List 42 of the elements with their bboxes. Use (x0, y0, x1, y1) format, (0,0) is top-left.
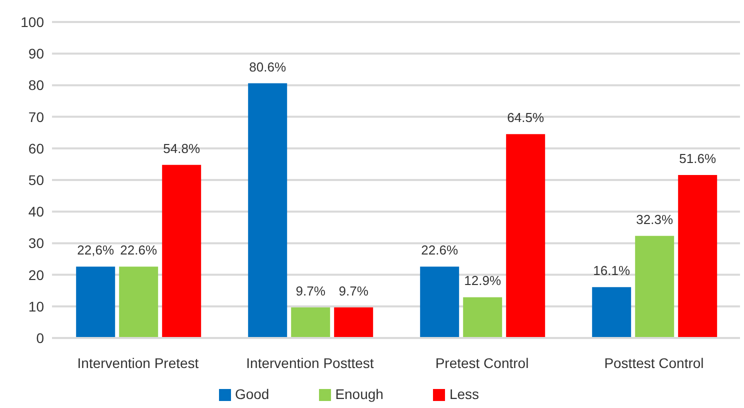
y-tick-label: 0 (36, 330, 44, 346)
data-label: 22.6% (421, 242, 458, 258)
x-tick-label: Intervention Pretest (77, 354, 199, 371)
data-label: 9.7% (338, 283, 369, 298)
y-tick-label: 80 (28, 77, 44, 94)
legend-label: Less (449, 386, 480, 402)
bar (76, 266, 116, 338)
legend-label: Good (234, 386, 270, 402)
bar (592, 287, 632, 338)
data-label: 22,6% (77, 242, 114, 258)
y-tick-label: 100 (20, 14, 44, 30)
y-tick-label: 50 (28, 172, 44, 188)
x-tick-label: Posttest Control (604, 354, 704, 371)
bar (635, 236, 674, 338)
data-label: 54.8% (163, 140, 200, 156)
bar (162, 164, 202, 338)
bar (119, 266, 158, 338)
data-label: 9.7% (296, 283, 326, 298)
y-tick-label: 90 (28, 46, 44, 62)
bar (248, 83, 288, 338)
y-tick-label: 70 (28, 108, 44, 125)
bar (678, 174, 718, 338)
legend-label: Enough (335, 386, 384, 402)
bar (291, 307, 330, 338)
y-tick-label: 10 (28, 298, 44, 314)
bar (463, 297, 502, 338)
y-tick-label: 60 (28, 140, 44, 156)
y-tick-label: 20 (28, 266, 44, 283)
data-label: 64.5% (507, 110, 544, 126)
data-label: 80.6% (249, 59, 286, 74)
bar (506, 134, 546, 338)
data-label: 51.6% (679, 150, 716, 166)
x-tick-label: Intervention Posttest (246, 354, 374, 371)
data-label: 12.9% (464, 273, 502, 288)
y-tick-label: 30 (28, 235, 44, 252)
bar (334, 307, 374, 338)
data-label: 22.6% (120, 242, 158, 258)
data-label: 32.3% (636, 212, 674, 227)
bar (420, 266, 460, 338)
y-tick-label: 40 (28, 204, 44, 220)
x-tick-label: Pretest Control (435, 354, 529, 371)
data-label: 16.1% (593, 263, 630, 278)
